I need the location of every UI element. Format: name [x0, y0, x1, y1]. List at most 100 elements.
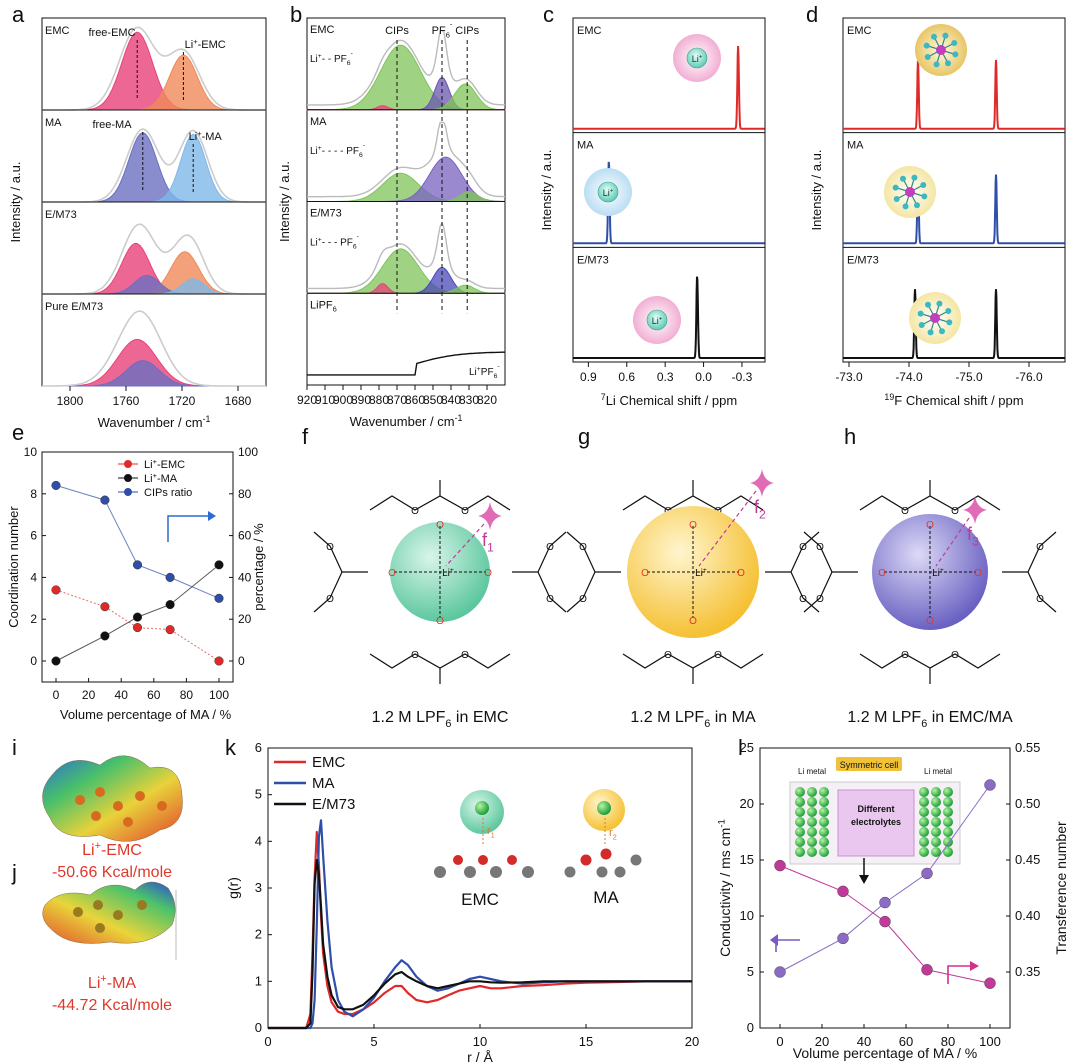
- binding-energy: -44.72 Kcal/mole: [52, 997, 172, 1014]
- li-atom: [819, 807, 829, 817]
- f-atom: [925, 301, 932, 308]
- x-tick-label: 10: [473, 1034, 487, 1049]
- plot-frame: [41, 451, 234, 683]
- x-tick-label: 40: [115, 688, 129, 702]
- oxygen: O: [689, 520, 697, 531]
- li-atom: [931, 787, 941, 797]
- data-point: [51, 585, 61, 595]
- data-point: [132, 623, 143, 633]
- y-tick-label: 6: [30, 529, 37, 543]
- panel-b: Li+- - PF6- EMC Li+- - - - PF6- MA Li+- - - …: [277, 17, 506, 429]
- li-atom: [807, 787, 817, 797]
- axis-arrow: [167, 515, 208, 542]
- panel-l: 0 5 10 15 20 25 0.35 0.40 0.45 0.50 0.55 0 20 40 60 80 1…: [717, 740, 1069, 1061]
- x-tick-label: 1680: [225, 394, 252, 408]
- x-tick-label: 40: [857, 1034, 871, 1049]
- p-atom: [936, 45, 946, 55]
- li-atom: [931, 817, 941, 827]
- bond-line: [566, 571, 596, 613]
- x-tick-label: 1800: [57, 394, 84, 408]
- oxygen: O: [816, 542, 824, 553]
- data-point: [214, 560, 224, 570]
- f-atom: [923, 42, 930, 49]
- bond-line: [1002, 531, 1057, 573]
- atom: [93, 900, 103, 910]
- force-arrow: [445, 523, 485, 567]
- data-point: [984, 779, 996, 791]
- f-atom: [944, 60, 951, 67]
- caption: 1.2 M LPF6 in MA: [630, 709, 756, 730]
- y-tick-label: 25: [740, 740, 754, 755]
- f-atom: [946, 319, 953, 326]
- y-tick-label: 3: [255, 880, 262, 895]
- x-tick-label: 880: [369, 393, 389, 407]
- f-atom: [913, 202, 920, 209]
- y-tick-label: 10: [740, 908, 754, 923]
- pointer-arrow-head: [859, 875, 869, 884]
- row-label: E/M73: [45, 209, 77, 221]
- series-line: [268, 858, 692, 1030]
- caption: 1.2 M LPF6 in EMC: [372, 709, 509, 730]
- x-tick-label: 1760: [113, 394, 140, 408]
- oxygen: O: [461, 506, 469, 517]
- bond-line: [313, 571, 343, 613]
- li-atom: [819, 827, 829, 837]
- row-label: Pure E/M73: [45, 301, 103, 313]
- oxygen: O: [664, 650, 672, 661]
- x-tick-label: -0.3: [732, 370, 753, 384]
- oxygen: O: [926, 616, 934, 627]
- li-atom: [807, 837, 817, 847]
- li-atom: [943, 847, 953, 857]
- li-atom: [819, 847, 829, 857]
- legend-label: Li+-MA: [144, 471, 178, 485]
- x-tick-label: 870: [387, 393, 407, 407]
- li-atom: [943, 807, 953, 817]
- li-ion-label: Li+: [603, 188, 614, 198]
- atom: [95, 923, 105, 933]
- plot-frame: [842, 17, 1066, 363]
- x-tick-label: 0: [776, 1034, 783, 1049]
- li-atom: [807, 847, 817, 857]
- axis-arrow-left: [775, 939, 800, 952]
- data-point: [165, 572, 175, 582]
- legend-marker: [124, 488, 132, 496]
- y-tick-label: 2: [255, 927, 262, 942]
- y-tick-label: 5: [747, 964, 754, 979]
- li-atom: [931, 847, 941, 857]
- li-atom: [943, 837, 953, 847]
- atom: [614, 866, 626, 878]
- legend-label: CIPs ratio: [144, 487, 192, 499]
- y-tick-label: 15: [740, 852, 754, 867]
- factor-label: f3: [967, 524, 979, 548]
- li-atom: [795, 787, 805, 797]
- peak-label: Li+-MA: [189, 129, 223, 143]
- x-axis-label: r / Å: [467, 1049, 493, 1062]
- atom: [137, 900, 147, 910]
- experimental-curve: [307, 29, 506, 106]
- f-atom: [920, 182, 927, 189]
- y-axis-label: Coordination number: [6, 506, 21, 628]
- p-atom: [905, 187, 915, 197]
- atom: [507, 855, 517, 865]
- f-atom: [952, 51, 959, 58]
- data-point: [837, 932, 849, 945]
- f-atom: [945, 308, 952, 315]
- oxygen: O: [546, 542, 554, 553]
- atom: [490, 866, 502, 878]
- x-tick-label: 0: [53, 688, 60, 702]
- data-point: [132, 560, 143, 570]
- distance-label: r2: [609, 827, 617, 841]
- y-right-tick-label: 60: [238, 529, 252, 543]
- plot-frame: [572, 17, 766, 363]
- fit-component: [306, 248, 506, 294]
- li-atom: [943, 827, 953, 837]
- f-atom: [911, 174, 918, 181]
- x-tick-label: 1720: [169, 394, 196, 408]
- y-right-tick-label: 20: [238, 612, 252, 626]
- y-axis-label: Intensity / a.u.: [539, 150, 554, 231]
- li-atom: [919, 787, 929, 797]
- oxygen: O: [689, 616, 697, 627]
- y-tick-label: 4: [255, 833, 262, 848]
